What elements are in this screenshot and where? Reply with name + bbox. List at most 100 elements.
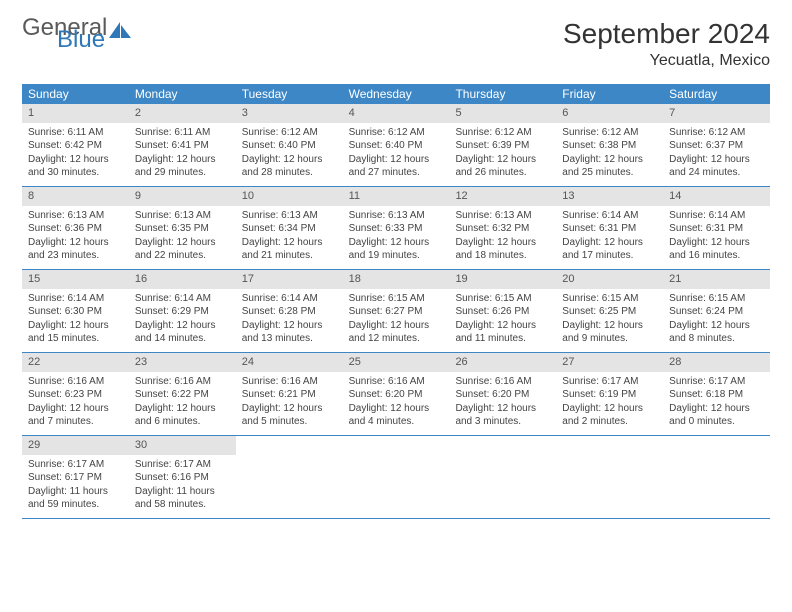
sunrise-text: Sunrise: 6:16 AM xyxy=(28,375,123,389)
sunset-text: Sunset: 6:29 PM xyxy=(135,305,230,319)
sunset-text: Sunset: 6:24 PM xyxy=(669,305,764,319)
day-body: Sunrise: 6:15 AMSunset: 6:26 PMDaylight:… xyxy=(449,289,556,352)
day-cell: 3Sunrise: 6:12 AMSunset: 6:40 PMDaylight… xyxy=(236,104,343,186)
day-body: Sunrise: 6:13 AMSunset: 6:34 PMDaylight:… xyxy=(236,206,343,269)
sunset-text: Sunset: 6:17 PM xyxy=(28,471,123,485)
sunrise-text: Sunrise: 6:14 AM xyxy=(562,209,657,223)
day-body: Sunrise: 6:17 AMSunset: 6:19 PMDaylight:… xyxy=(556,372,663,435)
daylight-text: Daylight: 12 hours and 9 minutes. xyxy=(562,319,657,346)
day-number: 17 xyxy=(236,270,343,289)
daylight-text: Daylight: 12 hours and 17 minutes. xyxy=(562,236,657,263)
daylight-text: Daylight: 12 hours and 30 minutes. xyxy=(28,153,123,180)
sunset-text: Sunset: 6:35 PM xyxy=(135,222,230,236)
daylight-text: Daylight: 12 hours and 25 minutes. xyxy=(562,153,657,180)
daylight-text: Daylight: 11 hours and 58 minutes. xyxy=(135,485,230,512)
sunset-text: Sunset: 6:28 PM xyxy=(242,305,337,319)
empty-cell xyxy=(663,436,770,518)
day-body: Sunrise: 6:17 AMSunset: 6:16 PMDaylight:… xyxy=(129,455,236,518)
daylight-text: Daylight: 12 hours and 5 minutes. xyxy=(242,402,337,429)
sunrise-text: Sunrise: 6:17 AM xyxy=(28,458,123,472)
day-cell: 12Sunrise: 6:13 AMSunset: 6:32 PMDayligh… xyxy=(449,187,556,269)
sunrise-text: Sunrise: 6:12 AM xyxy=(455,126,550,140)
daylight-text: Daylight: 12 hours and 6 minutes. xyxy=(135,402,230,429)
day-cell: 20Sunrise: 6:15 AMSunset: 6:25 PMDayligh… xyxy=(556,270,663,352)
sunrise-text: Sunrise: 6:14 AM xyxy=(242,292,337,306)
sunrise-text: Sunrise: 6:16 AM xyxy=(455,375,550,389)
empty-cell xyxy=(343,436,450,518)
day-cell: 19Sunrise: 6:15 AMSunset: 6:26 PMDayligh… xyxy=(449,270,556,352)
day-cell: 1Sunrise: 6:11 AMSunset: 6:42 PMDaylight… xyxy=(22,104,129,186)
day-cell: 8Sunrise: 6:13 AMSunset: 6:36 PMDaylight… xyxy=(22,187,129,269)
sunset-text: Sunset: 6:30 PM xyxy=(28,305,123,319)
daylight-text: Daylight: 12 hours and 22 minutes. xyxy=(135,236,230,263)
sunset-text: Sunset: 6:25 PM xyxy=(562,305,657,319)
daylight-text: Daylight: 11 hours and 59 minutes. xyxy=(28,485,123,512)
daylight-text: Daylight: 12 hours and 29 minutes. xyxy=(135,153,230,180)
day-cell: 6Sunrise: 6:12 AMSunset: 6:38 PMDaylight… xyxy=(556,104,663,186)
sunrise-text: Sunrise: 6:14 AM xyxy=(135,292,230,306)
sunrise-text: Sunrise: 6:16 AM xyxy=(349,375,444,389)
sunrise-text: Sunrise: 6:13 AM xyxy=(135,209,230,223)
sunset-text: Sunset: 6:27 PM xyxy=(349,305,444,319)
day-body: Sunrise: 6:16 AMSunset: 6:20 PMDaylight:… xyxy=(343,372,450,435)
sunrise-text: Sunrise: 6:11 AM xyxy=(135,126,230,140)
sunset-text: Sunset: 6:37 PM xyxy=(669,139,764,153)
week-row: 22Sunrise: 6:16 AMSunset: 6:23 PMDayligh… xyxy=(22,353,770,436)
day-cell: 17Sunrise: 6:14 AMSunset: 6:28 PMDayligh… xyxy=(236,270,343,352)
day-body: Sunrise: 6:13 AMSunset: 6:36 PMDaylight:… xyxy=(22,206,129,269)
sunset-text: Sunset: 6:21 PM xyxy=(242,388,337,402)
calendar: SundayMondayTuesdayWednesdayThursdayFrid… xyxy=(22,84,770,519)
day-body: Sunrise: 6:12 AMSunset: 6:39 PMDaylight:… xyxy=(449,123,556,186)
header: General Blue September 2024 Yecuatla, Me… xyxy=(22,18,770,70)
empty-cell xyxy=(556,436,663,518)
sunrise-text: Sunrise: 6:14 AM xyxy=(28,292,123,306)
day-cell: 10Sunrise: 6:13 AMSunset: 6:34 PMDayligh… xyxy=(236,187,343,269)
day-number: 26 xyxy=(449,353,556,372)
sunset-text: Sunset: 6:33 PM xyxy=(349,222,444,236)
day-number: 12 xyxy=(449,187,556,206)
daylight-text: Daylight: 12 hours and 26 minutes. xyxy=(455,153,550,180)
week-row: 29Sunrise: 6:17 AMSunset: 6:17 PMDayligh… xyxy=(22,436,770,519)
day-body: Sunrise: 6:12 AMSunset: 6:37 PMDaylight:… xyxy=(663,123,770,186)
day-cell: 27Sunrise: 6:17 AMSunset: 6:19 PMDayligh… xyxy=(556,353,663,435)
sunset-text: Sunset: 6:36 PM xyxy=(28,222,123,236)
sunrise-text: Sunrise: 6:14 AM xyxy=(669,209,764,223)
day-cell: 5Sunrise: 6:12 AMSunset: 6:39 PMDaylight… xyxy=(449,104,556,186)
day-cell: 15Sunrise: 6:14 AMSunset: 6:30 PMDayligh… xyxy=(22,270,129,352)
sunset-text: Sunset: 6:40 PM xyxy=(242,139,337,153)
day-number: 1 xyxy=(22,104,129,123)
sunrise-text: Sunrise: 6:17 AM xyxy=(562,375,657,389)
sunrise-text: Sunrise: 6:13 AM xyxy=(455,209,550,223)
daylight-text: Daylight: 12 hours and 21 minutes. xyxy=(242,236,337,263)
sunrise-text: Sunrise: 6:12 AM xyxy=(242,126,337,140)
daylight-text: Daylight: 12 hours and 12 minutes. xyxy=(349,319,444,346)
sunset-text: Sunset: 6:39 PM xyxy=(455,139,550,153)
day-number: 14 xyxy=(663,187,770,206)
day-body: Sunrise: 6:16 AMSunset: 6:22 PMDaylight:… xyxy=(129,372,236,435)
sunset-text: Sunset: 6:18 PM xyxy=(669,388,764,402)
day-header: Friday xyxy=(556,84,663,104)
sunrise-text: Sunrise: 6:16 AM xyxy=(135,375,230,389)
day-number: 20 xyxy=(556,270,663,289)
day-body: Sunrise: 6:15 AMSunset: 6:25 PMDaylight:… xyxy=(556,289,663,352)
sunrise-text: Sunrise: 6:15 AM xyxy=(349,292,444,306)
day-header: Saturday xyxy=(663,84,770,104)
day-number: 6 xyxy=(556,104,663,123)
day-header: Thursday xyxy=(449,84,556,104)
sunrise-text: Sunrise: 6:17 AM xyxy=(135,458,230,472)
day-number: 21 xyxy=(663,270,770,289)
day-body: Sunrise: 6:16 AMSunset: 6:20 PMDaylight:… xyxy=(449,372,556,435)
sunrise-text: Sunrise: 6:13 AM xyxy=(28,209,123,223)
daylight-text: Daylight: 12 hours and 24 minutes. xyxy=(669,153,764,180)
day-number: 2 xyxy=(129,104,236,123)
sunrise-text: Sunrise: 6:12 AM xyxy=(349,126,444,140)
day-header: Wednesday xyxy=(343,84,450,104)
sunset-text: Sunset: 6:26 PM xyxy=(455,305,550,319)
day-headers-row: SundayMondayTuesdayWednesdayThursdayFrid… xyxy=(22,84,770,104)
title-block: September 2024 Yecuatla, Mexico xyxy=(563,18,770,70)
sunset-text: Sunset: 6:22 PM xyxy=(135,388,230,402)
day-cell: 22Sunrise: 6:16 AMSunset: 6:23 PMDayligh… xyxy=(22,353,129,435)
day-number: 3 xyxy=(236,104,343,123)
day-body: Sunrise: 6:12 AMSunset: 6:40 PMDaylight:… xyxy=(343,123,450,186)
day-body: Sunrise: 6:15 AMSunset: 6:24 PMDaylight:… xyxy=(663,289,770,352)
